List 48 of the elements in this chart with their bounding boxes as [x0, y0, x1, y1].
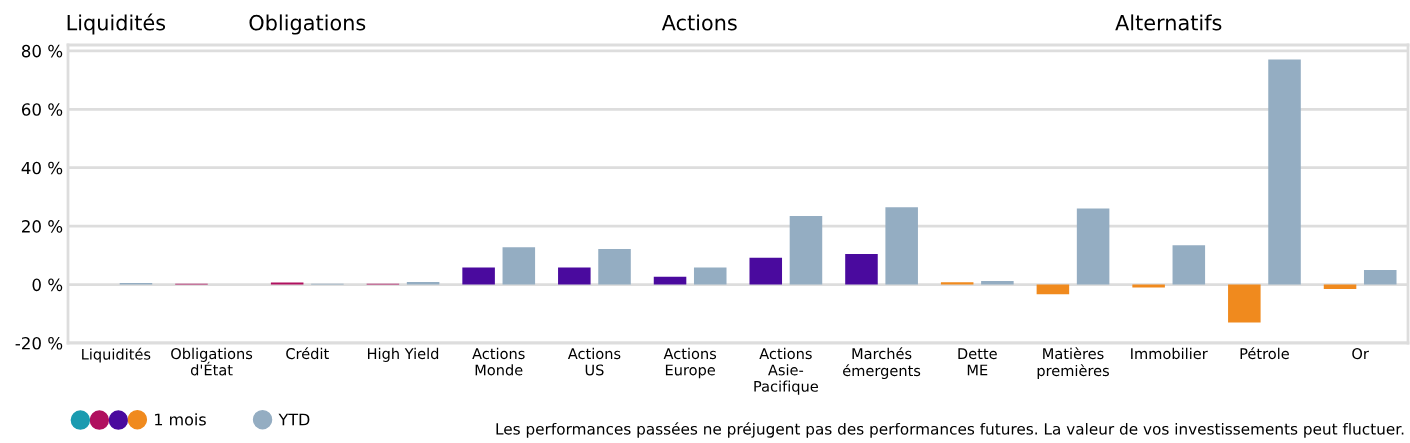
- bar: [1363, 269, 1397, 285]
- y-tick-label: 40 %: [21, 161, 63, 175]
- bar: [981, 281, 1014, 285]
- x-tick-label: Actions Asie- Pacifique: [754, 347, 818, 395]
- x-tick-label: Or: [1352, 348, 1369, 360]
- bar: [406, 281, 440, 285]
- legend-label: YTD: [278, 413, 310, 426]
- x-tick-label: Pétrole: [1240, 347, 1289, 360]
- bar: [789, 215, 823, 285]
- x-tick-label: Obligations d'État: [171, 347, 253, 376]
- y-tick-label: 0 %: [32, 278, 63, 292]
- x-tick-label: Dette ME: [958, 348, 997, 376]
- bar: [885, 207, 918, 285]
- bar: [940, 282, 974, 285]
- bar: [502, 247, 536, 285]
- x-tick-label: Crédit: [286, 347, 329, 360]
- bar: [1323, 284, 1357, 289]
- x-tick-label: Immobilier: [1131, 347, 1208, 360]
- x-tick-label: Matières premières: [1037, 347, 1109, 380]
- text: Liquidités: [67, 13, 166, 35]
- text: Obligations: [249, 14, 366, 35]
- x-tick-label: Liquidités: [82, 347, 151, 363]
- bar: [693, 267, 727, 285]
- y-tick-label: 80 %: [21, 44, 63, 58]
- bar: [1172, 245, 1206, 285]
- bar: [1228, 284, 1261, 323]
- y-tick-label: -20 %: [15, 336, 63, 350]
- x-tick-label: Marchés émergents: [843, 347, 921, 380]
- bar: [845, 253, 878, 285]
- bar: [598, 248, 631, 285]
- x-tick-label: High Yield: [368, 347, 439, 362]
- y-tick-label: 60 %: [21, 103, 63, 116]
- bar: [653, 276, 687, 285]
- text: Alternatifs: [1115, 14, 1222, 31]
- text: Les performances passées ne préjugent pas des performances futures. La valeur de vos investissements peut fluctuer.: [496, 422, 1404, 438]
- bar: [558, 267, 591, 285]
- y-tick-label: 20 %: [22, 220, 63, 233]
- x-tick-label: Actions Monde: [472, 347, 525, 376]
- bar: [1268, 59, 1301, 285]
- text: Actions: [661, 14, 737, 31]
- bar: [270, 282, 304, 285]
- bar: [749, 257, 783, 285]
- bar: [1076, 208, 1110, 285]
- bar: [462, 267, 495, 285]
- x-tick-label: Actions Europe: [663, 347, 717, 379]
- legend-label: 1 mois: [155, 413, 206, 426]
- bar: [1036, 284, 1070, 295]
- x-tick-label: Actions US: [567, 347, 621, 376]
